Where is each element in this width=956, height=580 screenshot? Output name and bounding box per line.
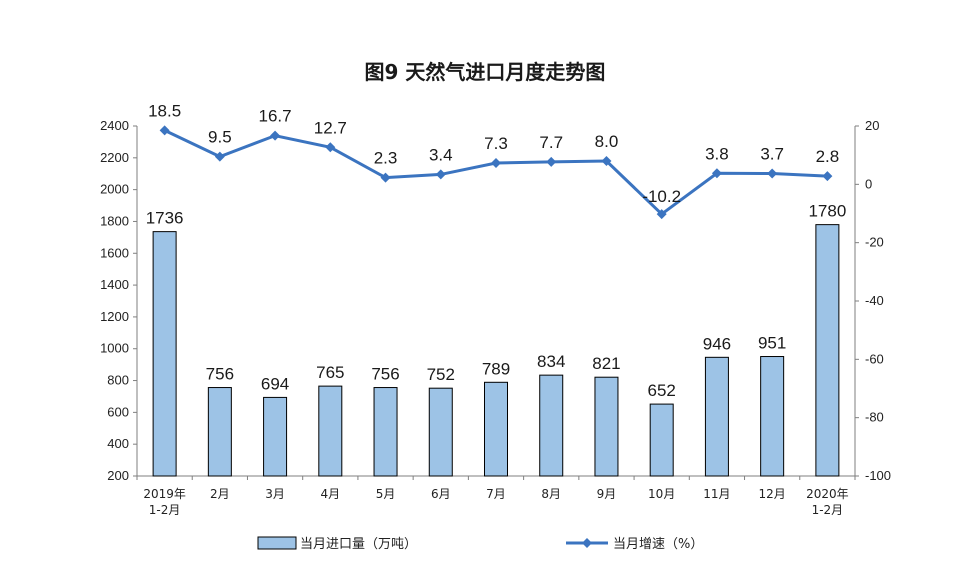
left-tick-label: 2200 xyxy=(100,150,129,165)
x-tick-label: 6月 xyxy=(431,487,451,501)
line-data-label: 12.7 xyxy=(314,118,347,137)
right-tick-label: -40 xyxy=(865,293,884,308)
bar xyxy=(594,376,619,477)
bar-data-label: 1736 xyxy=(146,209,184,228)
x-tick-label: 11月 xyxy=(703,487,730,501)
line-point xyxy=(822,171,833,182)
line-data-label: 3.7 xyxy=(760,145,784,164)
bar-data-label: 834 xyxy=(537,352,565,371)
line-data-label: 2.8 xyxy=(816,147,840,166)
chart-title: 图9 天然气进口月度走势图 xyxy=(365,60,606,84)
line-point xyxy=(491,158,501,169)
left-tick-label: 600 xyxy=(107,404,129,419)
line-point xyxy=(601,156,612,166)
bar xyxy=(815,224,840,477)
x-tick-label: 5月 xyxy=(376,487,396,501)
x-tick-label: 10月 xyxy=(648,487,675,501)
left-tick-label: 2000 xyxy=(100,182,129,197)
legend: 当月进口量（万吨） 当月增速（%） xyxy=(257,536,703,552)
right-tick-label: 20 xyxy=(865,118,879,133)
bar xyxy=(207,387,232,477)
bar-data-label: 756 xyxy=(206,365,234,384)
left-tick-label: 800 xyxy=(107,373,129,388)
legend-line-label: 当月增速（%） xyxy=(613,537,703,552)
left-tick-label: 200 xyxy=(107,468,129,483)
growth-line: 18.5 9.5 16.7 12.7 2.3 3.4 7.3 7.7 8.0 -10.2 3.8 3.… xyxy=(148,101,840,220)
line-point xyxy=(711,168,722,179)
bar-data-label: 765 xyxy=(316,363,344,382)
x-tick-label: 7月 xyxy=(486,487,506,501)
x-tick-label: 2月 xyxy=(210,487,230,501)
x-tick-label: 4月 xyxy=(320,487,340,501)
bar xyxy=(428,387,453,477)
bar-data-label: 789 xyxy=(482,359,510,378)
axes: 2400220020001800160014001200100080060040… xyxy=(100,118,891,517)
line-point xyxy=(656,209,667,220)
line-data-label: 3.8 xyxy=(705,144,729,163)
line-data-label: 18.5 xyxy=(148,101,181,120)
line-data-label: 9.5 xyxy=(208,128,232,147)
legend-bar-swatch xyxy=(257,536,297,550)
x-tick-label: 1-2月 xyxy=(149,503,181,517)
right-tick-label: 0 xyxy=(865,176,872,191)
bar-data-label: 694 xyxy=(261,374,289,393)
bar xyxy=(649,403,674,477)
bar-data-label: 756 xyxy=(371,365,399,384)
x-tick-label: 2019年 xyxy=(143,487,186,501)
left-tick-label: 2400 xyxy=(100,118,129,133)
bar xyxy=(484,381,508,477)
legend-bar-label: 当月进口量（万吨） xyxy=(300,537,417,552)
line-point xyxy=(214,151,225,162)
bar-data-label: 652 xyxy=(648,381,676,400)
left-tick-label: 1600 xyxy=(100,245,129,260)
line-point xyxy=(546,156,557,167)
line-point xyxy=(325,142,336,153)
right-tick-label: -100 xyxy=(865,468,891,483)
line-data-label: -10.2 xyxy=(642,187,681,206)
left-tick-label: 1200 xyxy=(100,309,129,324)
bar-data-label: 1780 xyxy=(808,202,846,221)
right-tick-label: -20 xyxy=(865,235,884,250)
left-tick-label: 1400 xyxy=(100,277,129,292)
line-point xyxy=(380,172,391,183)
line-data-label: 2.3 xyxy=(374,149,398,168)
left-tick-label: 1000 xyxy=(100,341,129,356)
line-data-label: 3.4 xyxy=(429,145,453,164)
bar-data-label: 821 xyxy=(592,354,620,373)
line-data-label: 16.7 xyxy=(259,107,292,126)
x-tick-label: 3月 xyxy=(265,487,285,501)
bar xyxy=(373,387,398,477)
bar-data-label: 951 xyxy=(758,334,786,353)
bar xyxy=(318,385,343,477)
line-point xyxy=(270,130,281,141)
bars: 1736 756 694 765 756 752 789 834 821 652 946 951 178… xyxy=(146,202,846,477)
x-tick-label: 8月 xyxy=(541,487,561,501)
left-tick-label: 1800 xyxy=(100,213,129,228)
x-tick-label: 1-2月 xyxy=(812,503,844,517)
right-tick-label: -60 xyxy=(865,351,884,366)
bar xyxy=(704,356,729,477)
left-tick-label: 400 xyxy=(107,436,129,451)
bar xyxy=(152,231,177,477)
x-tick-label: 9月 xyxy=(597,487,617,501)
bar xyxy=(263,396,288,477)
line-point xyxy=(159,125,170,136)
x-tick-label: 12月 xyxy=(759,487,786,501)
line-point xyxy=(435,169,446,180)
legend-line-marker xyxy=(582,538,592,548)
line-data-label: 7.7 xyxy=(539,133,563,152)
right-tick-label: -80 xyxy=(865,410,884,425)
bar-data-label: 946 xyxy=(703,334,731,353)
line-data-label: 7.3 xyxy=(484,134,508,153)
bar xyxy=(760,356,785,477)
bar-data-label: 752 xyxy=(427,365,455,384)
bar xyxy=(539,374,564,477)
x-tick-label: 2020年 xyxy=(806,487,849,501)
line-data-label: 8.0 xyxy=(595,132,619,151)
line-point xyxy=(767,168,778,179)
